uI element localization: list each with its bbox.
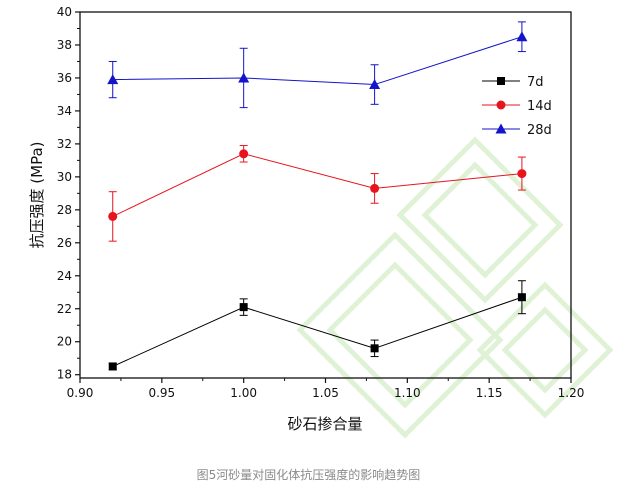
series-7d xyxy=(108,280,526,371)
x-tick-label: 1.00 xyxy=(230,386,257,400)
x-tick-label: 0.90 xyxy=(67,386,94,400)
series-14d xyxy=(108,145,527,242)
y-tick-label: 22 xyxy=(57,302,72,316)
data-point xyxy=(369,79,381,90)
y-tick-label: 32 xyxy=(57,137,72,151)
data-point xyxy=(107,74,119,85)
data-point xyxy=(239,303,248,312)
y-tick-label: 26 xyxy=(57,236,72,250)
watermark-pattern xyxy=(296,136,614,439)
figure-caption: 图5河砂量对固化体抗压强度的影响趋势图 xyxy=(196,468,421,482)
x-tick-label: 0.95 xyxy=(148,386,175,400)
legend-marker xyxy=(497,77,505,85)
legend: 7d 14d 28d xyxy=(482,75,552,138)
y-tick-label: 34 xyxy=(57,104,72,118)
x-tick-label: 1.20 xyxy=(558,386,585,400)
data-point xyxy=(108,211,118,221)
legend-label: 14d xyxy=(527,99,552,114)
y-tick-label: 24 xyxy=(57,269,72,283)
legend-label: 7d xyxy=(527,75,544,90)
y-tick-label: 30 xyxy=(57,170,72,184)
series-line xyxy=(112,153,522,217)
data-point xyxy=(516,31,528,42)
data-point xyxy=(370,183,380,193)
y-tick-label: 36 xyxy=(57,71,72,85)
legend-label: 28d xyxy=(527,123,552,138)
x-axis-title: 砂石掺合量 xyxy=(287,415,362,433)
y-tick-label: 20 xyxy=(57,335,72,349)
y-tick-label: 28 xyxy=(57,203,72,217)
data-point xyxy=(517,169,527,179)
y-axis: 18 20 22 24 26 28 30 32 34 36 38 40 xyxy=(57,5,80,382)
data-point xyxy=(239,149,249,159)
x-axis: 0.90 0.95 1.00 1.05 1.10 1.15 1.20 xyxy=(67,378,585,400)
series-line xyxy=(112,36,523,86)
series-line xyxy=(112,296,523,367)
legend-marker xyxy=(495,123,507,134)
y-tick-label: 18 xyxy=(57,368,72,382)
data-point xyxy=(370,344,379,353)
data-point xyxy=(517,293,526,302)
y-tick-label: 38 xyxy=(57,38,72,52)
series-layer xyxy=(107,21,528,371)
x-tick-label: 1.10 xyxy=(394,386,421,400)
series-28d xyxy=(107,21,528,109)
data-point xyxy=(238,72,250,83)
x-tick-label: 1.15 xyxy=(476,386,503,400)
x-tick-label: 1.05 xyxy=(312,386,339,400)
y-axis-title: 抗压强度 (MPa) xyxy=(28,142,46,249)
plot-frame xyxy=(79,11,572,379)
legend-marker xyxy=(496,100,506,110)
y-tick-label: 40 xyxy=(57,5,72,19)
data-point xyxy=(108,362,117,371)
